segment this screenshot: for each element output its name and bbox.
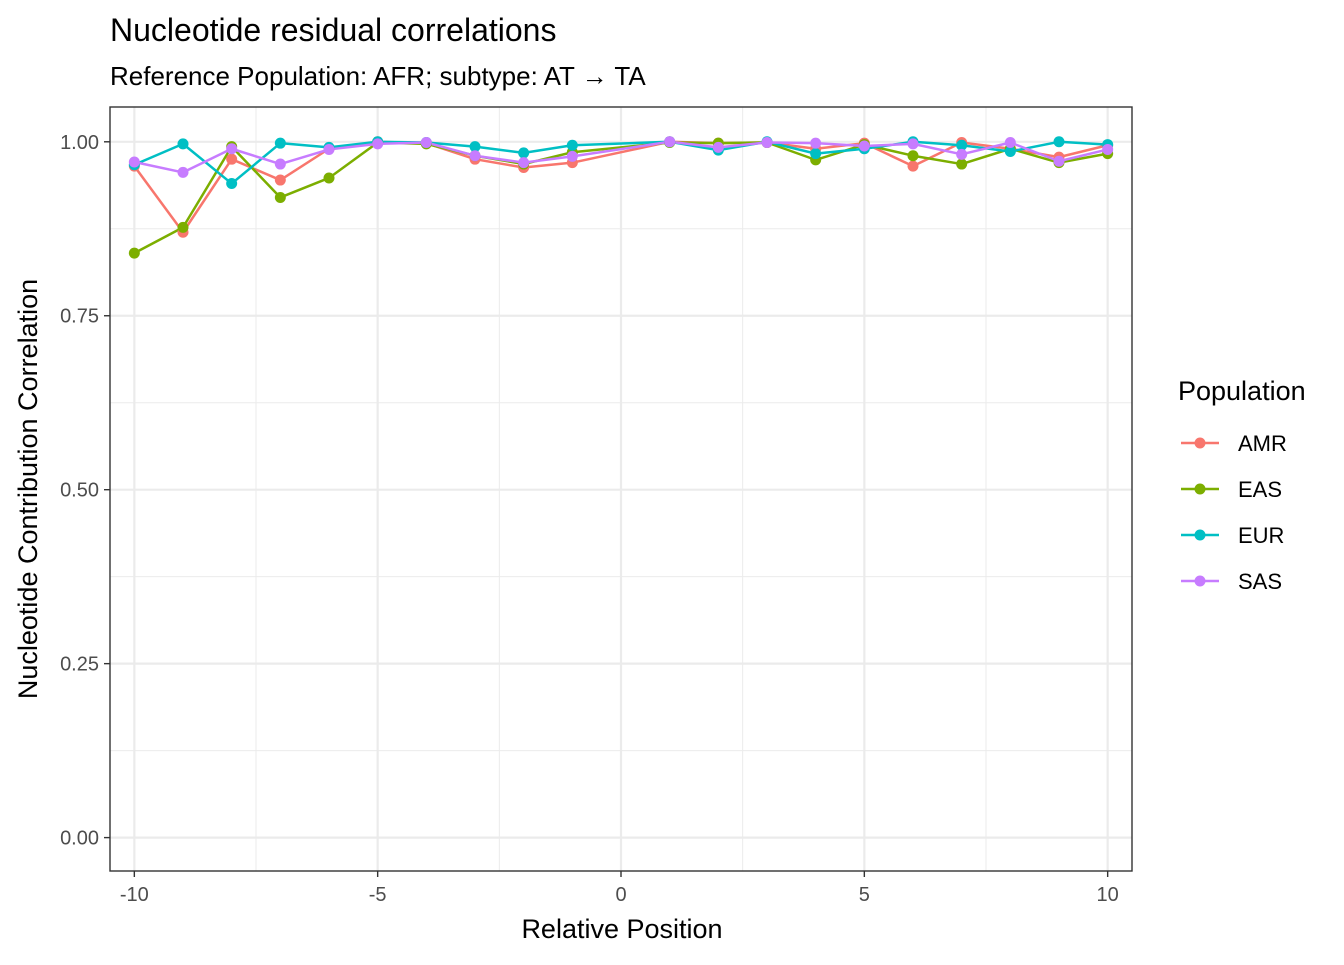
data-point-sas (372, 138, 384, 150)
data-point-amr (226, 153, 238, 165)
data-point-eur (177, 138, 189, 150)
data-point-eur (274, 137, 286, 149)
data-point-sas (566, 150, 578, 162)
data-point-sas (420, 136, 432, 148)
data-point-sas (226, 143, 238, 155)
data-point-sas (810, 137, 822, 149)
data-point-sas (1004, 136, 1016, 148)
legend-title: Population (1178, 376, 1306, 406)
data-point-sas (518, 157, 530, 169)
data-point-amr (907, 160, 919, 172)
data-point-eas (907, 150, 919, 162)
x-axis-label: Relative Position (521, 914, 722, 944)
series-line-sas (134, 140, 1108, 174)
legend: Population AMR EAS EUR SAS (1178, 376, 1306, 594)
data-point-sas (1102, 143, 1114, 155)
series-line-eas (133, 141, 1108, 255)
y-tick-label: 1.00 (60, 132, 99, 154)
grid (110, 107, 1132, 871)
y-tick-label: 0.50 (60, 480, 99, 502)
data-point-sas (128, 156, 140, 168)
legend-label-sas: SAS (1238, 569, 1282, 594)
y-axis-label: Nucleotide Contribution Correlation (13, 279, 43, 699)
data-point-eur (810, 148, 822, 160)
y-tick-label: 0.25 (60, 654, 99, 676)
x-tick-label: -10 (120, 884, 149, 906)
data-point-sas (469, 150, 481, 162)
axes: -10 -5 0 5 10 0.00 0.25 0.50 0.75 1.00 (60, 132, 1119, 906)
series-line-amr (133, 140, 1108, 234)
data-point-eas (274, 191, 286, 203)
legend-label-amr: AMR (1238, 431, 1287, 456)
data-point-sas (323, 143, 335, 155)
data-point-sas (712, 141, 724, 153)
data-point-sas (1053, 155, 1065, 167)
data-point-eas (956, 158, 968, 170)
data-point-sas (664, 136, 676, 148)
data-point-sas (177, 166, 189, 178)
data-point-sas (858, 140, 870, 152)
data-point-eur (518, 147, 530, 159)
y-tick-label: 0.75 (60, 306, 99, 328)
data-point-eur (469, 141, 481, 153)
legend-items: AMR EAS EUR SAS (1181, 431, 1287, 594)
chart-title: Nucleotide residual correlations (110, 12, 556, 48)
x-tick-label: -5 (369, 884, 387, 906)
data-point-amr (274, 174, 286, 186)
data-point-eas (177, 221, 189, 233)
series-line-eur (133, 140, 1108, 185)
x-tick-label: 0 (615, 884, 626, 906)
data-point-eur (226, 178, 238, 190)
data-point-sas (274, 158, 286, 170)
x-tick-label: 5 (859, 884, 870, 906)
data-point-eas (323, 172, 335, 184)
data-point-sas (761, 136, 773, 148)
data-point-sas (907, 138, 919, 150)
legend-key-point-sas (1194, 575, 1206, 587)
chart-subtitle: Reference Population: AFR; subtype: AT →… (110, 61, 646, 91)
series-layer (128, 136, 1114, 259)
data-point-eas (128, 247, 140, 259)
data-point-sas (956, 148, 968, 160)
legend-label-eur: EUR (1238, 523, 1284, 548)
data-point-eur (566, 139, 578, 151)
y-tick-label: 0.00 (60, 828, 99, 850)
legend-key-point-amr (1194, 437, 1206, 449)
legend-label-eas: EAS (1238, 477, 1282, 502)
legend-key-point-eur (1194, 529, 1206, 541)
data-point-eur (1053, 136, 1065, 148)
x-tick-label: 10 (1097, 884, 1119, 906)
data-point-eur (1004, 146, 1016, 158)
legend-key-point-eas (1194, 483, 1206, 495)
data-point-eur (956, 139, 968, 151)
